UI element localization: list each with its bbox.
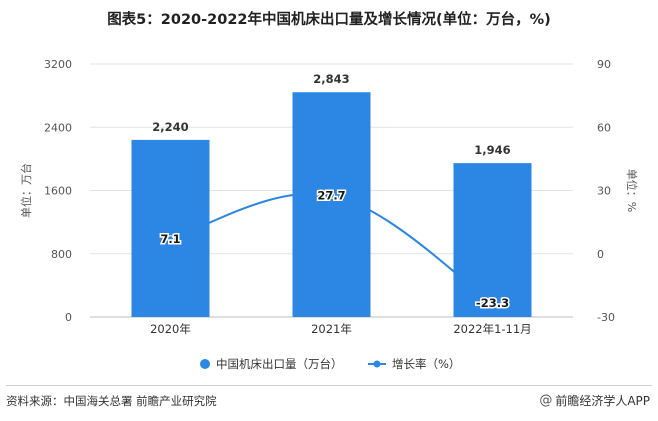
brand-label: 前瞻经济学人APP — [555, 394, 650, 408]
rate-point — [328, 191, 335, 199]
rate-value-labels: 7.1 27.7 -23.3 — [159, 187, 511, 312]
category-label: 2022年1-11月 — [453, 322, 531, 336]
right-tick-label: -30 — [597, 311, 615, 324]
left-tick-label: 1600 — [44, 185, 72, 198]
left-tick-label: 2400 — [44, 121, 72, 134]
legend-bar-label: 中国机床出口量（万台） — [216, 357, 343, 371]
left-axis-title: 单位：万台 — [19, 163, 33, 218]
right-tick-label: 0 — [597, 248, 604, 261]
rate-value-label: 27.7 — [317, 188, 345, 202]
right-tick-label: 90 — [597, 58, 611, 71]
right-tick-label: 30 — [597, 185, 611, 198]
left-axis-ticks: 0 800 1600 2400 3200 — [44, 58, 72, 324]
left-tick-label: 800 — [51, 248, 72, 261]
bar-value-labels: 2,240 2,843 1,946 — [152, 72, 510, 157]
footer-divider — [6, 385, 652, 386]
bar-value-label: 1,946 — [474, 143, 510, 157]
rate-value-label: 7.1 — [160, 232, 180, 246]
legend-line-label: 增长率（%） — [392, 357, 460, 371]
chart-title: 图表5：2020-2022年中国机床出口量及增长情况(单位：万台，%) — [107, 12, 551, 28]
chart-svg: 0 800 1600 2400 3200 -30 0 30 60 90 单位：万台 单位：% 2… — [19, 58, 639, 371]
right-axis-title: 单位：% — [625, 169, 639, 212]
bars — [131, 92, 532, 317]
legend: 中国机床出口量（万台） 增长率（%） — [200, 357, 460, 371]
category-label: 2020年 — [150, 322, 191, 336]
legend-bar-marker — [200, 359, 210, 369]
brand: @ 前瞻经济学人APP — [539, 392, 650, 409]
left-tick-label: 0 — [65, 311, 72, 324]
rate-point — [489, 299, 496, 307]
right-axis-ticks: -30 0 30 60 90 — [597, 58, 615, 324]
at-icon: @ — [539, 393, 553, 408]
category-ticks: 2020年 2021年 2022年1-11月 — [150, 322, 532, 336]
legend-line-marker-dot — [373, 360, 381, 368]
bar-value-label: 2,843 — [313, 72, 349, 86]
rate-point — [167, 235, 174, 243]
bar-value-label: 2,240 — [152, 120, 188, 134]
source-text: 资料来源：中国海关总署 前瞻产业研究院 — [6, 394, 217, 408]
category-label: 2021年 — [311, 322, 352, 336]
right-tick-label: 60 — [597, 121, 611, 134]
left-tick-label: 3200 — [44, 58, 72, 71]
rate-value-label: -23.3 — [476, 296, 509, 310]
bar — [453, 163, 532, 317]
